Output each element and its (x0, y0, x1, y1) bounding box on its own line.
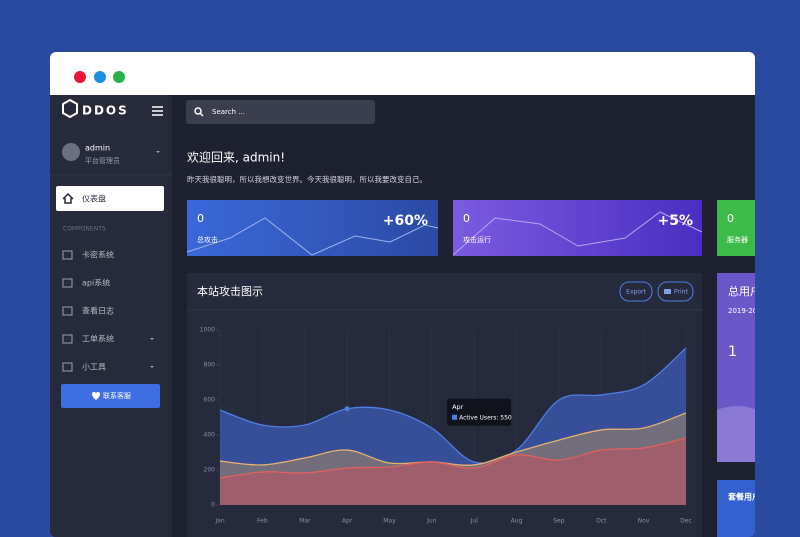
x-tick-label: Sep (553, 518, 565, 525)
dot-green[interactable] (113, 71, 125, 83)
x-tick-label: Jul (470, 518, 479, 525)
card-servers (717, 200, 755, 256)
contact-button-label[interactable]: 联系客服 (103, 391, 131, 400)
x-tick-label: Aug (511, 518, 523, 525)
card-running (453, 200, 702, 256)
y-tick-label: 0 (211, 502, 215, 509)
y-tick-label: 800 (204, 362, 216, 369)
menu-caret[interactable] (150, 366, 154, 368)
section-label: COMPONENTS (63, 226, 106, 233)
search-placeholder[interactable]: Search ... (212, 108, 245, 116)
search-icon-handle (199, 112, 204, 117)
browser-bar (50, 52, 755, 95)
side-card-title: 总用户 (728, 284, 761, 298)
card-sparkline (452, 211, 703, 256)
card-label: 攻击运行 (463, 235, 491, 244)
side-card-value: 1 (728, 344, 737, 360)
export-button[interactable] (619, 281, 653, 302)
x-tick-label: May (383, 518, 396, 525)
series-line (219, 412, 687, 466)
x-tick-label: Nov (638, 518, 650, 525)
chart: Jan Feb Mar Apr May Jun Jul Aug Sep Oct Nov Dec 0 200… (200, 327, 692, 525)
tooltip-swatch (452, 414, 458, 420)
side-card-date: 2019-202 (728, 307, 762, 315)
card-label: 服务器 (727, 235, 748, 244)
menu-item[interactable]: api系统 (82, 278, 110, 288)
active-item-label[interactable]: 仪表盘 (82, 194, 106, 204)
tooltip-point (344, 406, 350, 412)
bottom-card (717, 480, 755, 537)
x-tick-label: Jan (214, 518, 224, 525)
x-tick-label: Dec (680, 518, 692, 525)
x-tick-label: Oct (596, 518, 607, 525)
card-sparkline (186, 217, 439, 256)
user-caret[interactable] (156, 151, 160, 153)
y-tick-label: 600 (204, 397, 216, 404)
menu-toggle[interactable] (152, 106, 163, 116)
tooltip-title: Apr (452, 403, 464, 411)
welcome-subtitle: 昨天我很聪明，所以我想改变世界。今天我很聪明，所以我要改变自己。 (187, 174, 427, 184)
card-value: 0 (463, 212, 470, 225)
menu-icon (62, 278, 73, 288)
avatar[interactable] (62, 143, 80, 161)
y-tick-label: 200 (204, 467, 216, 474)
card-value: 0 (197, 212, 204, 225)
y-tick-label: 400 (204, 432, 216, 439)
chart-title: 本站攻击图示 (197, 284, 263, 298)
series-line (219, 347, 687, 464)
print-button-label[interactable]: Print (674, 289, 688, 296)
card-value: 0 (727, 212, 734, 225)
series-line (219, 437, 687, 479)
dot-blue[interactable] (94, 71, 106, 83)
card-attacks (187, 200, 438, 256)
logo[interactable]: DDOS (82, 104, 129, 118)
tooltip (447, 398, 512, 426)
x-tick-label: Jun (426, 518, 437, 525)
menu-caret[interactable] (150, 338, 154, 340)
dot-red[interactable] (74, 71, 86, 83)
menu-icon (62, 306, 73, 316)
x-tick-label: Apr (342, 518, 353, 525)
menu-icon (62, 250, 73, 260)
user-name: admin (85, 144, 110, 153)
export-button-label[interactable]: Export (626, 289, 646, 296)
user-role: 平台管理员 (85, 156, 120, 165)
menu-item[interactable]: 查看日志 (82, 306, 114, 316)
menu-icon (62, 334, 73, 344)
card-label: 总攻击 (197, 235, 218, 244)
sidebar (50, 95, 172, 537)
print-button[interactable] (657, 281, 694, 302)
logo-icon (62, 98, 78, 119)
menu-item[interactable]: 卡密系统 (82, 250, 114, 260)
y-tick-label: 1000 (200, 327, 215, 334)
contact-button[interactable] (61, 384, 160, 408)
tooltip-text: Active Users: 550 (459, 414, 512, 421)
card-change: +5% (658, 213, 694, 229)
bottom-card-title: 套餐用户 (727, 492, 760, 502)
x-tick-label: Mar (299, 518, 311, 525)
side-card-wave (717, 406, 755, 462)
area-fill (220, 437, 686, 505)
search-icon (194, 107, 202, 115)
x-tick-label: Feb (257, 518, 268, 525)
heart-icon (92, 392, 100, 400)
search-box[interactable] (186, 100, 375, 124)
card-change: +60% (383, 213, 428, 229)
home-icon (62, 192, 74, 204)
menu-item[interactable]: 小工具 (82, 363, 106, 372)
welcome-title: 欢迎回来, admin! (187, 150, 285, 165)
window: DDOS admin 平台管理员 仪表盘 COMPONENTS 卡密系统 api系… (50, 52, 762, 537)
menu-item[interactable]: 工单系统 (82, 334, 114, 344)
active-item[interactable] (56, 186, 164, 211)
print-icon (664, 289, 671, 294)
menu-icon (62, 362, 73, 372)
